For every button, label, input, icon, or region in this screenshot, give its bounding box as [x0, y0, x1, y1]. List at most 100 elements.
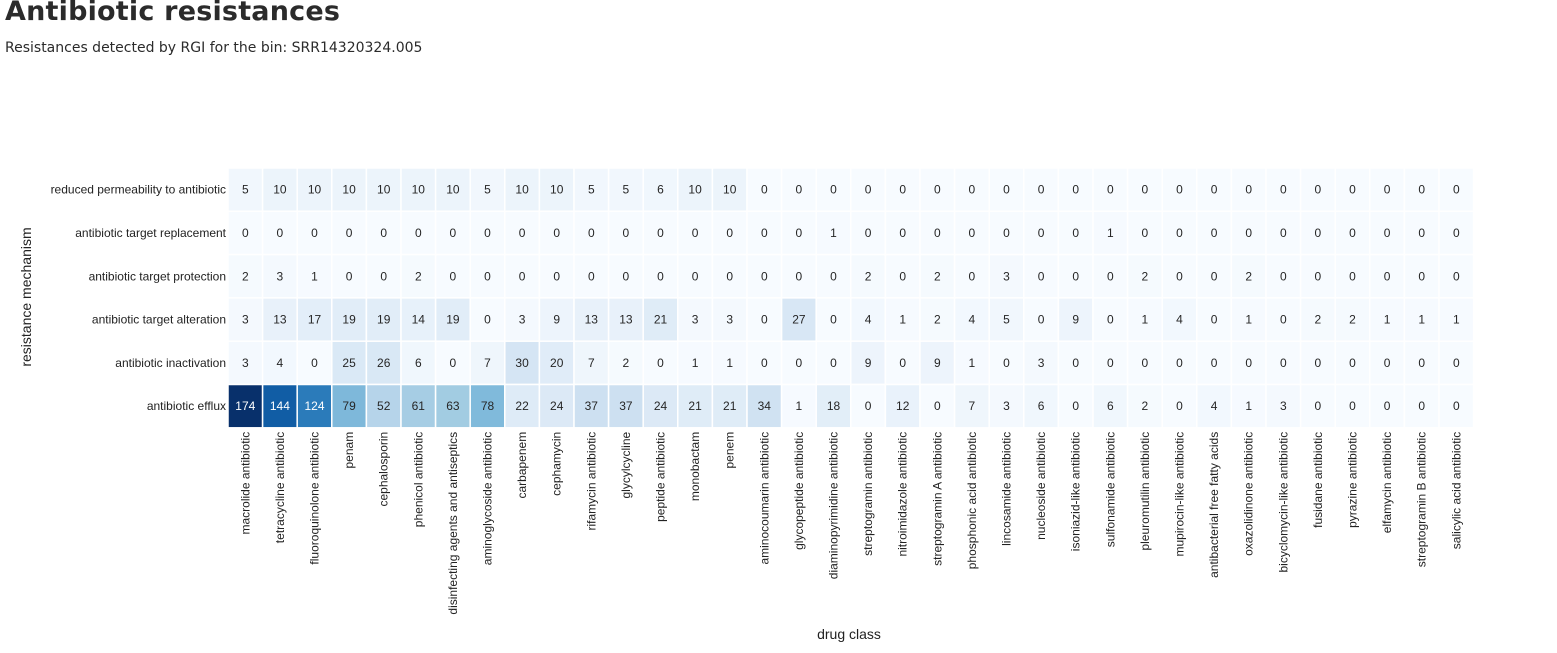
heatmap-cell-value: 0 [1280, 269, 1287, 283]
heatmap-cell-value: 0 [1315, 269, 1322, 283]
x-tick-label: diaminopyrimidine antibiotic [827, 432, 841, 579]
heatmap-cell-value: 13 [619, 313, 633, 327]
heatmap-cell-value: 20 [550, 356, 564, 370]
heatmap-cell [677, 340, 714, 386]
heatmap-cell [953, 340, 990, 386]
heatmap-cell-value: 0 [1038, 183, 1045, 197]
heatmap-cell-value: 2 [1315, 313, 1322, 327]
heatmap-cell-value: 1 [899, 313, 906, 327]
heatmap-cell-value: 0 [1384, 269, 1391, 283]
heatmap-cell-value: 0 [1315, 183, 1322, 197]
y-tick-label: antibiotic efflux [147, 399, 226, 413]
x-tick-label: aminoglycoside antibiotic [481, 432, 495, 565]
heatmap-cell-value: 0 [761, 226, 768, 240]
heatmap-cell [1230, 253, 1267, 299]
heatmap-cell-value: 2 [1142, 399, 1149, 413]
heatmap-cell [538, 383, 575, 429]
heatmap-cell-value: 0 [588, 226, 595, 240]
heatmap-cell-value: 0 [761, 356, 768, 370]
heatmap-cell-value: 10 [342, 183, 356, 197]
heatmap-cell-value: 0 [899, 226, 906, 240]
heatmap-cell [1196, 297, 1233, 342]
heatmap-cell-value: 0 [934, 183, 941, 197]
heatmap-cell [469, 383, 506, 429]
heatmap-cell [1126, 340, 1163, 386]
heatmap-cell [400, 383, 437, 429]
heatmap-cell [746, 340, 783, 386]
heatmap-cell-value: 17 [308, 313, 322, 327]
heatmap-cell [261, 383, 298, 429]
heatmap-cell-value: 0 [657, 226, 664, 240]
heatmap-cell [1369, 210, 1406, 256]
heatmap-cell [780, 167, 817, 213]
heatmap-cell-value: 0 [1349, 356, 1356, 370]
heatmap-cell-value: 37 [585, 399, 599, 413]
heatmap-cell-value: 0 [1107, 313, 1114, 327]
heatmap-cell-value: 0 [1384, 226, 1391, 240]
heatmap-cell [919, 297, 956, 342]
heatmap-cell-value: 0 [1418, 356, 1425, 370]
heatmap-cell-value: 7 [484, 356, 491, 370]
heatmap-cell [988, 383, 1025, 429]
heatmap-cell-value: 21 [723, 399, 737, 413]
heatmap-cell-value: 0 [692, 269, 699, 283]
heatmap-cell [434, 383, 471, 429]
x-tick-label: streptogramin antibiotic [861, 432, 875, 556]
heatmap-cells: 5 10 10 10 10 10 10 5 10 10 5 5 6 10 10 0 0 0 0 0 0 0 0 0 0 0 0 0 0 0… [227, 167, 1475, 429]
heatmap-cell-value: 6 [1038, 399, 1045, 413]
page-title: Antibiotic resistances [5, 0, 341, 27]
heatmap-cell-value: 0 [1003, 226, 1010, 240]
x-tick-label: pleuromutilin antibiotic [1138, 432, 1152, 551]
heatmap-cell-value: 19 [377, 313, 391, 327]
heatmap-cell-value: 52 [377, 399, 391, 413]
heatmap-cell-value: 1 [1142, 313, 1149, 327]
heatmap-cell-value: 0 [1453, 356, 1460, 370]
heatmap-cell [1057, 383, 1094, 429]
heatmap-cell [607, 297, 644, 342]
heatmap-cell [1057, 210, 1094, 256]
heatmap-cell [607, 167, 644, 213]
heatmap-cell [711, 297, 748, 342]
heatmap-cell-value: 3 [1038, 356, 1045, 370]
heatmap-cell [988, 297, 1025, 342]
heatmap-cell-value: 10 [446, 183, 460, 197]
heatmap-cell-value: 21 [688, 399, 702, 413]
heatmap-cell [1230, 383, 1267, 429]
heatmap-cell-value: 0 [1176, 183, 1183, 197]
heatmap-cell-value: 0 [623, 226, 630, 240]
heatmap-cell [1438, 383, 1475, 429]
heatmap-cell-value: 3 [1280, 399, 1287, 413]
heatmap-cell-value: 0 [761, 269, 768, 283]
heatmap-cell [1230, 340, 1267, 386]
heatmap-cell-value: 0 [865, 226, 872, 240]
heatmap-cell-value: 0 [969, 269, 976, 283]
x-tick-label: nucleoside antibiotic [1034, 432, 1048, 540]
heatmap-cell [573, 340, 610, 386]
heatmap-cell [919, 383, 956, 429]
heatmap-cell-value: 0 [588, 269, 595, 283]
heatmap-cell-value: 1 [1453, 313, 1460, 327]
heatmap-cell [1265, 167, 1302, 213]
heatmap-cell-value: 0 [277, 226, 284, 240]
heatmap-cell [469, 340, 506, 386]
page-subtitle: Resistances detected by RGI for the bin:… [5, 40, 423, 56]
heatmap-cell-value: 10 [723, 183, 737, 197]
heatmap-cell-value: 0 [1003, 183, 1010, 197]
heatmap-cell-value: 0 [1003, 356, 1010, 370]
x-tick-label: elfamycin antibiotic [1380, 432, 1394, 533]
heatmap-cell-value: 7 [969, 399, 976, 413]
heatmap-cell-value: 0 [1418, 399, 1425, 413]
heatmap-cell-value: 0 [1038, 313, 1045, 327]
heatmap-cell-value: 4 [1211, 399, 1218, 413]
heatmap-cell-value: 10 [688, 183, 702, 197]
heatmap-cell-value: 13 [585, 313, 599, 327]
heatmap-cell-value: 9 [865, 356, 872, 370]
heatmap-cell [1196, 340, 1233, 386]
heatmap-cell-value: 0 [1245, 356, 1252, 370]
heatmap-cell-value: 0 [380, 269, 387, 283]
heatmap-cell [1334, 210, 1371, 256]
heatmap-cell-value: 0 [934, 226, 941, 240]
heatmap-cell-value: 6 [657, 183, 664, 197]
heatmap-cell-value: 6 [1107, 399, 1114, 413]
heatmap-cell-value: 0 [1418, 183, 1425, 197]
